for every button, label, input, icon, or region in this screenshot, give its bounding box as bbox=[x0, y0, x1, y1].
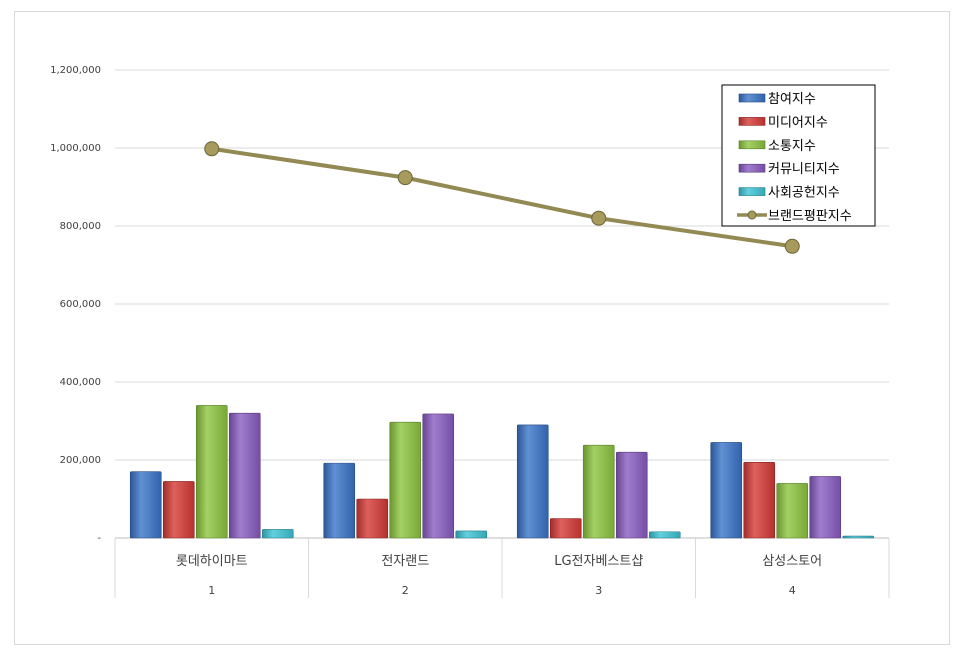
legend-box bbox=[721, 84, 876, 227]
bar-소통지수-LG전자베스트샵 bbox=[582, 444, 615, 539]
bar-소통지수-전자랜드 bbox=[389, 421, 422, 539]
bar-커뮤니티지수-삼성스토어 bbox=[809, 476, 842, 539]
legend-swatch bbox=[738, 93, 766, 103]
legend-label: 사회공헌지수 bbox=[768, 186, 840, 201]
legend-label: 참여지수 bbox=[768, 92, 816, 107]
x-category-label: 롯데하이마트 bbox=[176, 554, 248, 569]
line-point bbox=[204, 141, 220, 157]
legend-label: 소통지수 bbox=[768, 139, 816, 154]
y-tick-label: 1,200,000 bbox=[50, 65, 101, 76]
x-group-label: 2 bbox=[402, 584, 409, 597]
legend-swatch bbox=[738, 117, 766, 126]
bar-series bbox=[129, 405, 875, 539]
bar-소통지수-삼성스토어 bbox=[776, 483, 809, 539]
legend-label: 미디어지수 bbox=[768, 115, 828, 130]
legend-label: 커뮤니티지수 bbox=[768, 162, 840, 177]
line-브랜드평판지수 bbox=[211, 146, 793, 249]
y-tick-label: 800,000 bbox=[60, 221, 101, 232]
x-group-label: 3 bbox=[595, 584, 602, 597]
bar-참여지수-롯데하이마트 bbox=[129, 471, 162, 539]
y-tick-label: 600,000 bbox=[60, 299, 101, 310]
x-axis: 롯데하이마트 1 전자랜드 2 LG전자베스트샵 3 삼성스토어 4 bbox=[114, 538, 890, 598]
bar-커뮤니티지수-롯데하이마트 bbox=[228, 412, 261, 539]
y-tick-label: 200,000 bbox=[60, 455, 101, 466]
bar-참여지수-LG전자베스트샵 bbox=[516, 424, 549, 539]
bar-미디어지수-LG전자베스트샵 bbox=[549, 518, 582, 539]
x-group-label: 1 bbox=[208, 584, 215, 597]
line-point bbox=[397, 170, 413, 186]
bar-사회공헌지수-LG전자베스트샵 bbox=[648, 531, 681, 539]
chart-frame: - 200,000 400,000 600,000 800,000 1,000,000 1,… bbox=[14, 11, 950, 645]
legend-marker bbox=[747, 210, 757, 220]
y-tick-label: - bbox=[97, 533, 101, 544]
y-tick-label: 1,000,000 bbox=[50, 143, 101, 154]
bar-미디어지수-롯데하이마트 bbox=[162, 481, 195, 539]
legend-swatch bbox=[738, 140, 766, 150]
legend-label: 브랜드평판지수 bbox=[768, 209, 852, 224]
bar-미디어지수-삼성스토어 bbox=[743, 462, 776, 539]
bar-커뮤니티지수-LG전자베스트샵 bbox=[615, 451, 648, 539]
bar-커뮤니티지수-전자랜드 bbox=[422, 413, 455, 539]
bar-사회공헌지수-삼성스토어 bbox=[842, 535, 875, 539]
x-category-label: LG전자베스트샵 bbox=[554, 554, 643, 569]
x-category-label: 전자랜드 bbox=[381, 554, 429, 569]
line-series bbox=[204, 141, 800, 254]
brand-reputation-chart: - 200,000 400,000 600,000 800,000 1,000,000 1,… bbox=[50, 65, 890, 598]
line-point bbox=[784, 238, 800, 254]
bar-사회공헌지수-전자랜드 bbox=[455, 530, 488, 539]
bar-참여지수-삼성스토어 bbox=[710, 442, 743, 539]
bar-소통지수-롯데하이마트 bbox=[195, 405, 228, 539]
legend-swatch bbox=[738, 163, 766, 173]
y-axis-ticks: - 200,000 400,000 600,000 800,000 1,000,000 1,… bbox=[50, 65, 101, 544]
legend-swatch bbox=[738, 187, 766, 196]
x-category-label: 삼성스토어 bbox=[762, 554, 822, 569]
bar-미디어지수-전자랜드 bbox=[356, 498, 389, 539]
y-tick-label: 400,000 bbox=[60, 377, 101, 388]
bar-사회공헌지수-롯데하이마트 bbox=[261, 529, 294, 539]
line-point bbox=[591, 210, 607, 226]
x-group-label: 4 bbox=[789, 584, 796, 597]
bar-참여지수-전자랜드 bbox=[323, 462, 356, 539]
